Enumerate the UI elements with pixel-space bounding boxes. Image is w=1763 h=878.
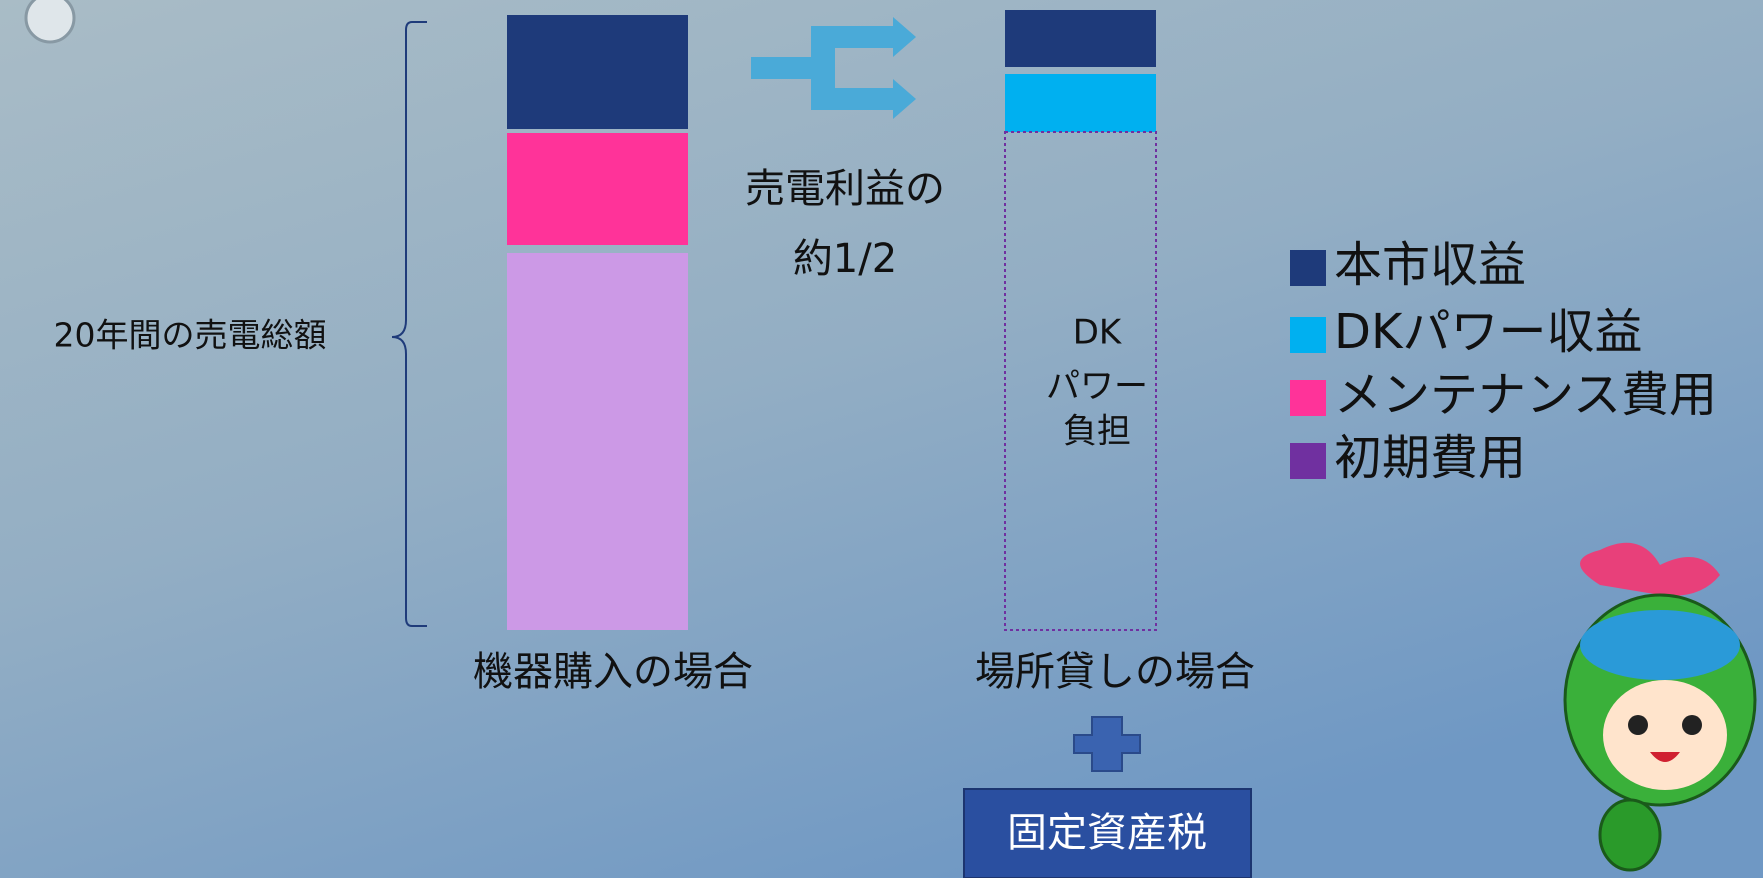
legend-swatch <box>1290 380 1326 416</box>
share-label: 売電利益の <box>745 166 945 212</box>
brace <box>391 21 427 627</box>
total-label: 20年間の売電総額 <box>54 316 327 355</box>
legend-label: 本市収益 <box>1334 237 1526 293</box>
bar-segment <box>507 15 688 129</box>
plus-icon <box>1073 716 1141 772</box>
bar-segment <box>507 133 688 245</box>
bubble <box>24 0 76 44</box>
legend-label: 初期費用 <box>1334 430 1526 486</box>
tax-box <box>963 788 1252 878</box>
bar-segment <box>1005 10 1156 67</box>
bar-segment <box>507 253 688 630</box>
share-label: 約1/2 <box>793 236 897 282</box>
tax-label: 固定資産税 <box>1007 810 1207 856</box>
legend-label: DKパワー収益 <box>1334 304 1642 360</box>
dk-label: パワー <box>1046 367 1148 407</box>
mascot <box>1563 542 1757 872</box>
legend-label: メンテナンス費用 <box>1334 367 1717 423</box>
split-arrow <box>751 17 916 119</box>
bar-segment <box>1005 74 1156 132</box>
legend-swatch <box>1290 250 1326 286</box>
legend-swatch <box>1290 317 1326 353</box>
dk-label: DK <box>1073 313 1123 353</box>
caption: 場所貸しの場合 <box>975 649 1255 695</box>
caption: 機器購入の場合 <box>473 649 753 695</box>
dk-label: 負担 <box>1063 412 1131 452</box>
legend-swatch <box>1290 443 1326 479</box>
